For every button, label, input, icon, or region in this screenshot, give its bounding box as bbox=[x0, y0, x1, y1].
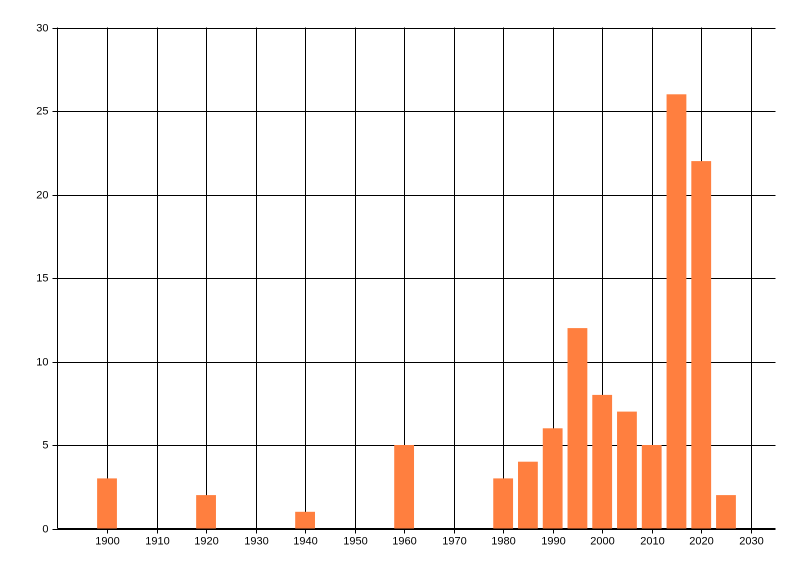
x-tick-label: 1920 bbox=[194, 535, 218, 547]
x-tick-label: 2030 bbox=[739, 535, 763, 547]
x-tick-label: 1960 bbox=[392, 535, 416, 547]
bar bbox=[97, 478, 117, 529]
bar bbox=[295, 511, 315, 529]
x-tick-label: 2000 bbox=[590, 535, 614, 547]
x-tick-label: 1910 bbox=[145, 535, 169, 547]
bar bbox=[666, 94, 687, 529]
y-tick-label: 20 bbox=[36, 189, 48, 201]
x-tick-label: 2020 bbox=[689, 535, 713, 547]
bar bbox=[196, 495, 216, 529]
x-tick-label: 1950 bbox=[343, 535, 367, 547]
x-tick-label: 1900 bbox=[95, 535, 119, 547]
y-tick-label: 5 bbox=[42, 439, 48, 451]
x-tick-label: 1940 bbox=[293, 535, 317, 547]
y-tick-label: 0 bbox=[42, 523, 48, 535]
bar bbox=[592, 394, 613, 529]
bar bbox=[542, 428, 563, 529]
bar bbox=[641, 445, 662, 529]
bar bbox=[716, 495, 736, 529]
bar bbox=[394, 445, 415, 529]
x-tick-label: 1980 bbox=[491, 535, 515, 547]
bar bbox=[567, 328, 588, 529]
bar bbox=[691, 161, 712, 529]
y-tick-label: 10 bbox=[36, 356, 48, 368]
bar bbox=[518, 461, 538, 529]
bar bbox=[493, 478, 514, 529]
y-tick-label: 25 bbox=[36, 105, 48, 117]
x-tick-label: 1930 bbox=[244, 535, 268, 547]
x-tick-label: 1970 bbox=[442, 535, 466, 547]
y-tick-label: 15 bbox=[36, 272, 48, 284]
x-tick-label: 2010 bbox=[640, 535, 664, 547]
bar bbox=[617, 411, 637, 529]
x-tick-label: 1990 bbox=[541, 535, 565, 547]
y-tick-label: 30 bbox=[36, 22, 48, 34]
